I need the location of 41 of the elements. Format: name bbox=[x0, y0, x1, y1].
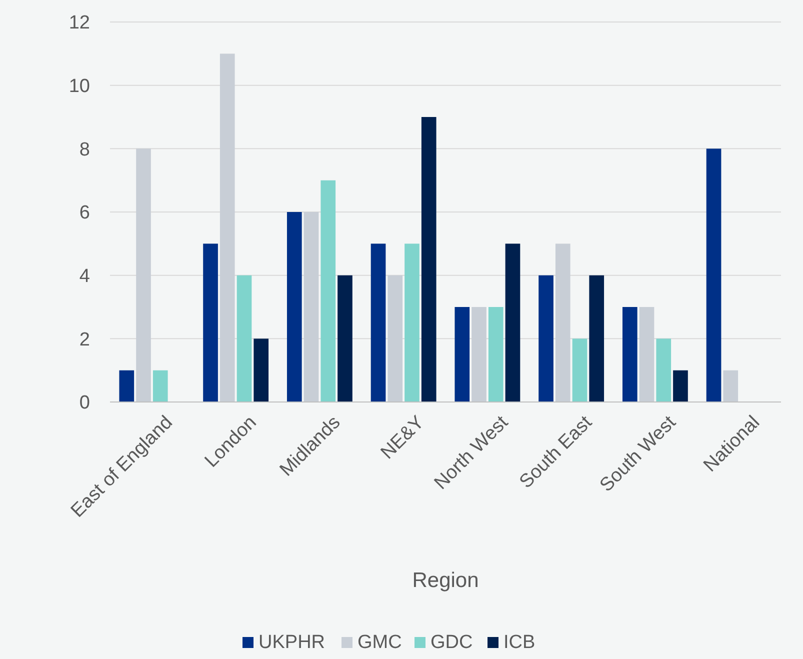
bar bbox=[254, 338, 269, 402]
bar bbox=[538, 275, 554, 402]
bar bbox=[706, 148, 722, 402]
bar bbox=[454, 307, 470, 402]
legend-label: UKPHR bbox=[258, 632, 326, 653]
y-tick-label: 6 bbox=[79, 202, 90, 224]
bar bbox=[286, 212, 302, 402]
bar bbox=[639, 307, 654, 402]
bar bbox=[472, 307, 486, 402]
bar bbox=[421, 117, 436, 402]
y-tick-label: 4 bbox=[79, 266, 90, 287]
x-axis-title: Region bbox=[412, 569, 479, 592]
bar bbox=[370, 244, 386, 402]
y-tick-label: 0 bbox=[79, 392, 90, 414]
bar bbox=[589, 275, 604, 402]
bar bbox=[404, 244, 420, 402]
legend-label: GMC bbox=[358, 632, 402, 653]
bar bbox=[220, 54, 235, 402]
bar bbox=[203, 244, 218, 402]
bar bbox=[656, 338, 672, 402]
bar bbox=[119, 370, 134, 402]
legend-label: GDC bbox=[430, 632, 473, 653]
y-tick-label: 12 bbox=[68, 12, 90, 34]
bar bbox=[572, 338, 588, 402]
bar bbox=[338, 275, 352, 402]
y-tick-label: 10 bbox=[68, 76, 90, 97]
bar bbox=[723, 370, 738, 402]
bar bbox=[152, 370, 168, 402]
bar bbox=[136, 148, 151, 402]
legend-label: ICB bbox=[504, 632, 536, 653]
bar bbox=[320, 180, 336, 402]
bar bbox=[505, 244, 520, 402]
y-tick-label: 8 bbox=[79, 139, 90, 160]
bar bbox=[304, 212, 319, 402]
bar bbox=[236, 275, 252, 402]
bar bbox=[388, 275, 403, 402]
bar bbox=[673, 370, 688, 402]
bar bbox=[622, 307, 638, 402]
bar bbox=[555, 244, 570, 402]
bar bbox=[488, 307, 504, 402]
y-tick-label: 2 bbox=[79, 329, 90, 350]
